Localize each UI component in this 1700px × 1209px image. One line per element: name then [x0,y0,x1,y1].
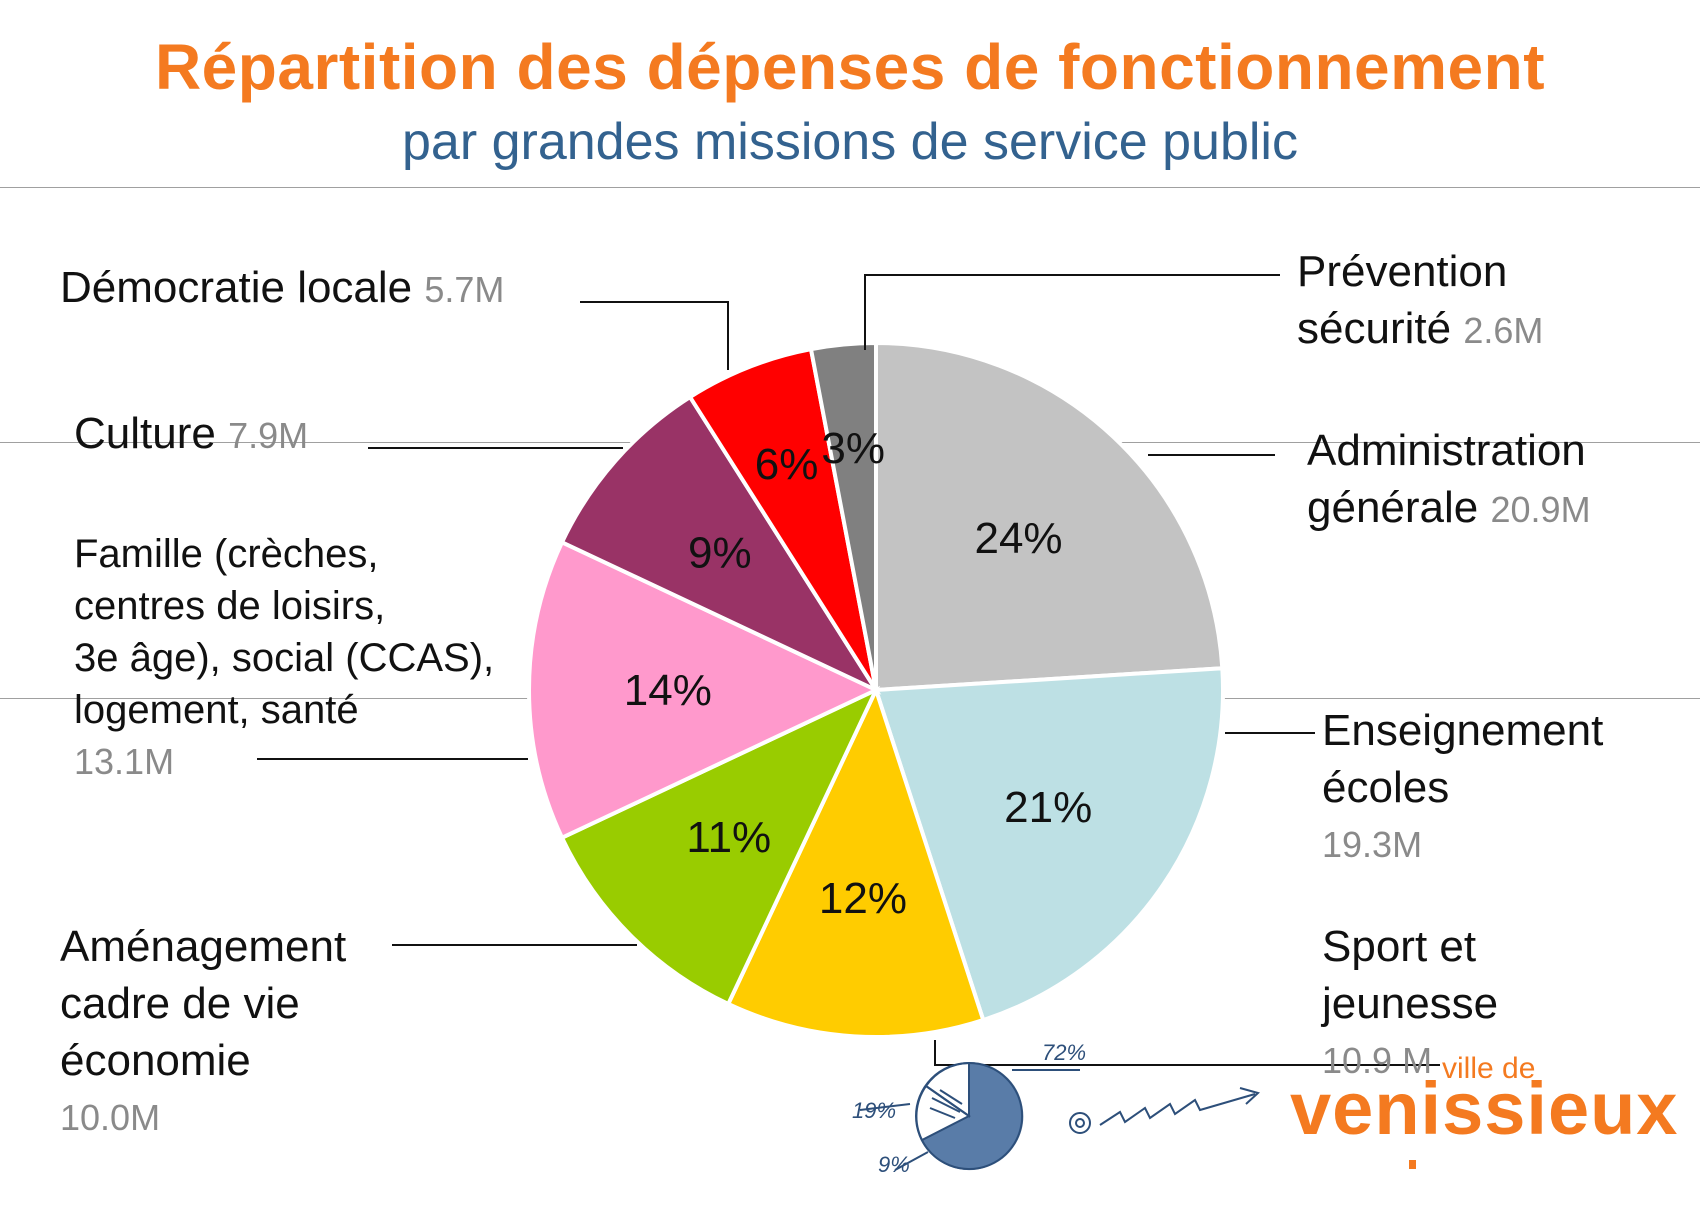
label-famille-line3: 3e âge), social (CCAS), [74,636,495,680]
label-sport-line2: jeunesse [1322,979,1499,1028]
label-amenagement: Aménagement cadre de vie économie 10.0M [60,918,346,1146]
label-prevention-amount: 2.6M [1463,310,1544,351]
sketch-arrow-icon [1099,1093,1256,1126]
pie-label-0: 24% [974,514,1062,563]
pie-slice-0 [874,340,1225,693]
pie-label-4: 14% [624,666,712,715]
pie-slice-7 [808,340,878,691]
pie-slice-1 [873,666,1225,1023]
label-amenagement-line2: cadre de vie [60,979,300,1028]
pie-label-3: 11% [686,813,771,862]
sketch-label-72: 72% [1042,1040,1086,1065]
pie-slice-3 [559,685,881,1007]
pie-slice-5 [559,394,882,695]
label-famille: Famille (crèches, centres de loisirs, 3e… [74,528,494,788]
pie-label-5: 9% [688,528,752,577]
label-administration-amount: 20.9M [1490,489,1591,530]
label-administration: Administration générale 20.9M [1307,422,1591,538]
leader-lines [257,274,1440,1066]
label-enseignement-line2: écoles [1322,763,1450,812]
label-prevention-line1: Prévention [1297,247,1508,296]
label-enseignement-line1: Enseignement [1322,706,1604,755]
sketch-target-icon [1069,1112,1091,1134]
label-famille-amount: 13.1M [74,741,175,782]
pie-slices [527,340,1225,1039]
chart-subtitle: par grandes missions de service public [402,113,1298,171]
label-culture-line1: Culture [74,409,216,458]
label-enseignement-amount: 19.3M [1322,824,1423,865]
label-culture: Culture 7.9M [74,405,308,464]
label-democratie-amount: 5.7M [424,269,505,310]
pie-label-1: 21% [1004,783,1092,832]
sketch-pie-drawing [859,1061,1261,1171]
pie-slice-4 [527,539,881,841]
logo-accent-mark [1409,1160,1416,1169]
leader-prevention [864,274,1280,350]
pie-label-6: 6% [755,440,819,489]
label-enseignement: Enseignement écoles 19.3M [1322,702,1603,873]
label-sport: Sport et jeunesse 10.9 M [1322,918,1498,1089]
sketch-label-9: 9% [878,1152,910,1177]
label-prevention: Prévention sécurité 2.6M [1297,243,1543,359]
label-famille-line1: Famille (crèches, [74,532,379,576]
divider-top [0,187,1700,188]
label-sport-line1: Sport et [1322,922,1477,971]
pie-slice-2 [725,684,986,1039]
leader-sport [934,1040,1440,1066]
label-famille-line2: centres de loisirs, [74,584,386,628]
label-administration-line2: générale [1307,483,1479,532]
label-administration-line1: Administration [1307,426,1586,475]
logo-ville-de: ville de [1442,1052,1536,1085]
label-culture-amount: 7.9M [228,415,309,456]
label-amenagement-line3: économie [60,1036,251,1085]
label-democratie: Démocratie locale 5.7M [60,259,504,318]
label-amenagement-amount: 10.0M [60,1097,161,1138]
label-famille-line4: logement, santé [74,688,359,732]
sketch-label-19: 19% [852,1098,896,1123]
chart-title: Répartition des dépenses de fonctionneme… [154,31,1546,103]
label-amenagement-line1: Aménagement [60,922,347,971]
label-democratie-line1: Démocratie locale [60,263,413,312]
leader-democratie [580,301,729,370]
label-sport-amount: 10.9 M [1322,1040,1433,1081]
pie-slice-6 [687,346,878,692]
logo-venissieux: venissieux [1290,1067,1679,1150]
label-prevention-line2: sécurité [1297,304,1452,353]
pie-label-2: 12% [819,874,907,923]
pie-percent-labels: 24% 21% 12% 11% 14% 9%6% 3% [624,424,1092,923]
pie-label-7: 3% [821,424,885,473]
